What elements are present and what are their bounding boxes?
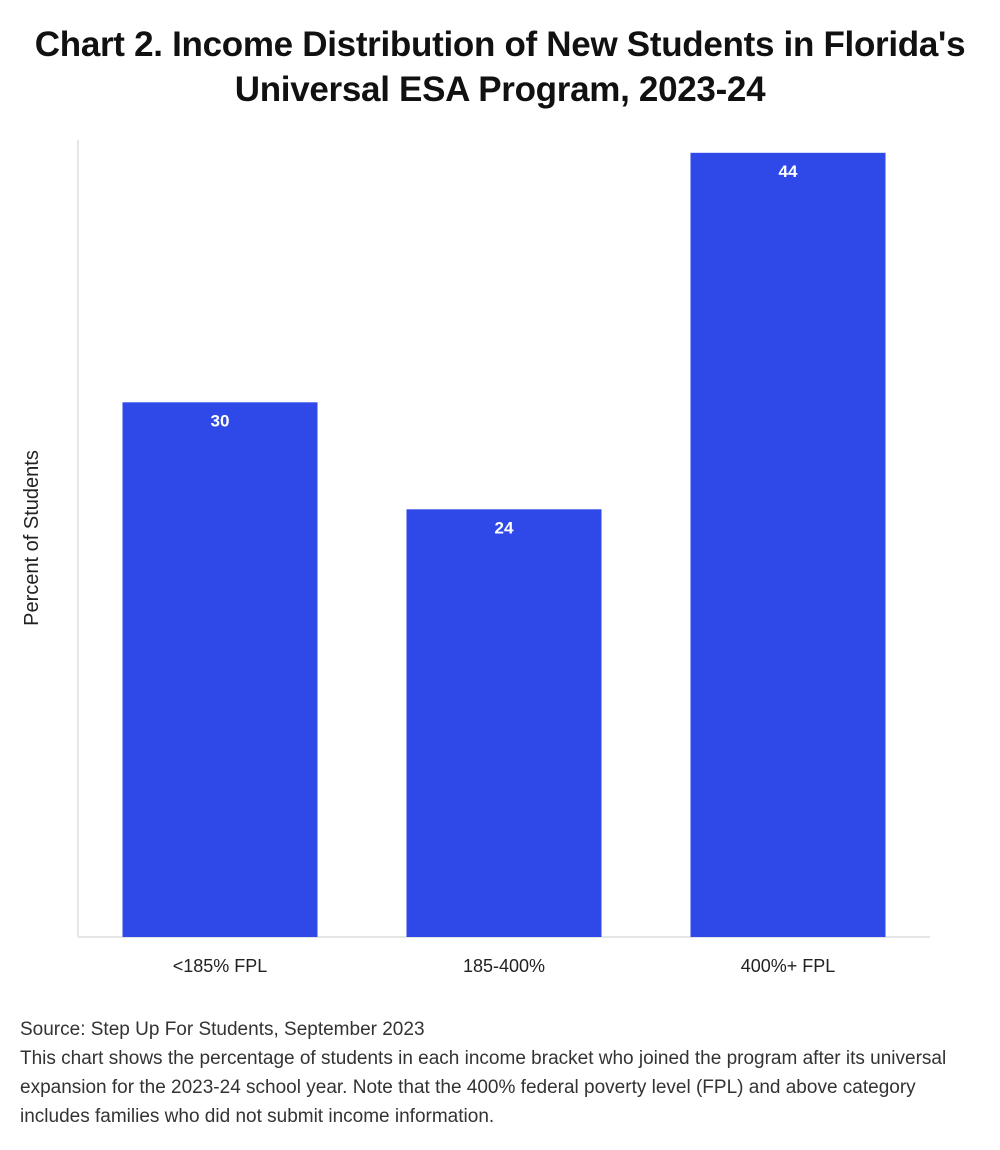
source-line: Source: Step Up For Students, September … (20, 1019, 425, 1040)
chart-footnote: Source: Step Up For Students, September … (20, 1015, 985, 1131)
bar (122, 402, 318, 937)
x-tick-label: 185-400% (463, 956, 545, 976)
chart-title: Chart 2. Income Distribution of New Stud… (34, 25, 966, 109)
bar (690, 152, 886, 938)
x-tick-label: <185% FPL (173, 956, 268, 976)
bar (406, 509, 602, 937)
bar-value-label: 44 (779, 162, 798, 181)
y-axis-label: Percent of Students (21, 450, 43, 626)
x-tick-label: 400%+ FPL (741, 956, 836, 976)
note-text: This chart shows the percentage of stude… (20, 1048, 947, 1127)
bars-layer: 30 <185% FPL 24 185-400% 44 400%+ FPL (122, 152, 886, 976)
bar-value-label: 24 (495, 518, 514, 537)
bar-chart: Percent of Students 30 <185% FPL 24 185-400… (21, 140, 930, 976)
bar-value-label: 30 (211, 411, 230, 430)
